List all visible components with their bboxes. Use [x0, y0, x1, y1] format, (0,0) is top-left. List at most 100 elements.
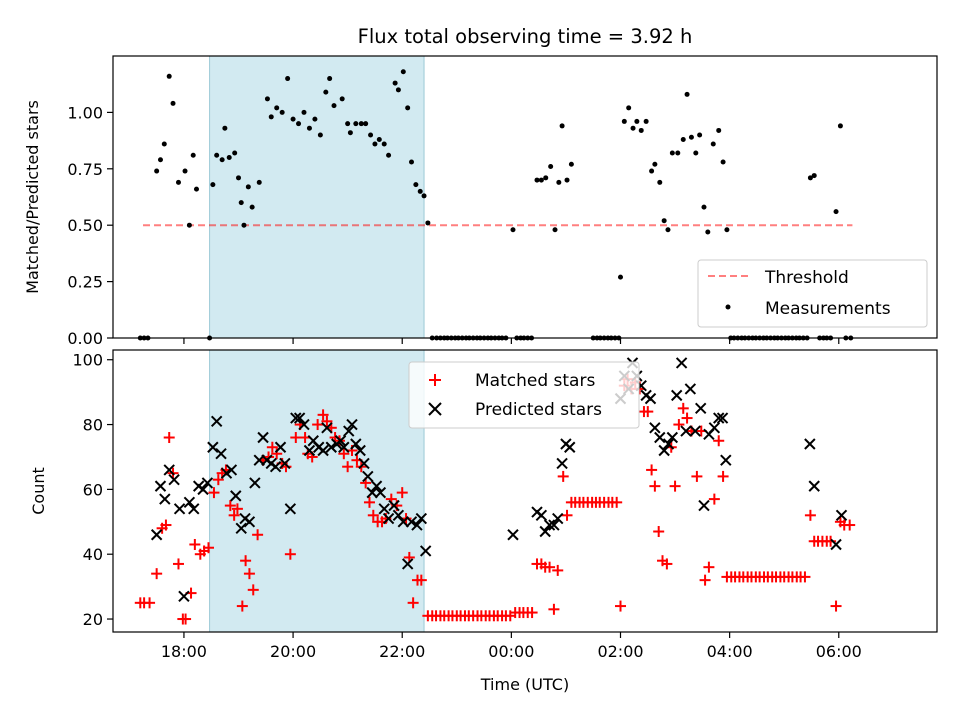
measurement-point: [568, 161, 574, 167]
measurement-point: [811, 173, 817, 179]
measurement-point: [534, 177, 540, 183]
matched-point: [160, 519, 172, 531]
measurement-point: [339, 96, 345, 102]
measurement-point: [274, 105, 280, 111]
measurement-point: [238, 200, 244, 206]
predicted-point: [564, 441, 576, 453]
measurement-point: [669, 150, 675, 156]
measurement-point: [559, 123, 565, 129]
predicted-point: [388, 499, 400, 512]
matched-point: [317, 409, 329, 421]
matched-point: [212, 474, 224, 486]
measurement-point: [345, 121, 351, 127]
predicted-point: [397, 516, 410, 528]
measurement-point: [154, 168, 160, 174]
predicted-point: [415, 512, 428, 525]
measurement-point: [720, 159, 726, 165]
top-chart-title: Flux total observing time = 3.92 h: [358, 25, 693, 48]
measurement-point: [405, 105, 411, 111]
predicted-point: [235, 522, 247, 534]
predicted-point: [830, 538, 842, 551]
measurement-point: [643, 118, 649, 124]
predicted-point: [168, 473, 180, 486]
predicted-point: [334, 435, 347, 447]
predicted-point: [358, 457, 370, 470]
measurement-point: [368, 132, 374, 138]
measurement-point: [249, 204, 255, 210]
predicted-point: [210, 415, 223, 428]
measurement-point: [543, 175, 549, 181]
predicted-point: [370, 480, 383, 492]
measurement-point: [807, 175, 813, 181]
matched-point: [703, 561, 715, 573]
matched-point: [646, 464, 658, 476]
measurement-point: [175, 179, 181, 185]
predicted-point: [649, 422, 661, 434]
measurement-point: [161, 141, 167, 147]
predicted-point: [230, 490, 242, 502]
predicted-point: [804, 438, 816, 450]
measurement-point: [395, 87, 401, 93]
measurement-point: [556, 179, 562, 185]
measurements-legend-label: Measurements: [765, 299, 891, 319]
predicted-point: [689, 425, 701, 437]
ratio-ytick-label: 1.00: [67, 103, 103, 122]
measurement-point: [323, 89, 329, 95]
measurement-point: [417, 188, 423, 194]
matched-point: [266, 441, 278, 453]
matched-point: [342, 461, 354, 473]
measurement-point: [157, 157, 163, 163]
matched-point: [642, 406, 654, 418]
predicted-point: [392, 509, 405, 522]
measurement-point: [256, 179, 262, 185]
predicted-point: [201, 477, 214, 489]
predicted-point: [243, 516, 256, 528]
predicted-point: [695, 402, 707, 415]
measurement-point: [630, 125, 636, 131]
bottom-x-axis-label: Time (UTC): [480, 675, 569, 694]
measurement-point: [710, 141, 716, 147]
count-ytick-label: 80: [83, 416, 103, 435]
measurement-point: [564, 177, 570, 183]
count-plot-frame: [112, 349, 938, 633]
measurement-point: [716, 127, 722, 133]
matched-point: [180, 613, 192, 625]
matched-point: [363, 496, 375, 508]
matched-point: [552, 564, 564, 576]
count-xtick-label: 04:00: [707, 642, 753, 661]
measurement-point: [170, 100, 176, 106]
predicted-legend-label: Predicted stars: [475, 400, 602, 420]
matched-point: [804, 509, 816, 521]
matched-point: [236, 600, 248, 612]
matched-point: [252, 529, 264, 541]
measurement-point: [684, 91, 690, 97]
measurement-point: [400, 69, 406, 75]
predicted-point: [279, 457, 291, 470]
predicted-point: [346, 418, 358, 431]
measurement-point: [222, 125, 228, 131]
measurement-point: [347, 130, 353, 136]
measurement-point: [675, 150, 681, 156]
matched-point: [208, 487, 220, 499]
matched-point: [717, 470, 729, 482]
predicted-point: [173, 503, 186, 515]
matched-point: [611, 496, 623, 508]
measurement-point: [617, 274, 623, 280]
count-xtick-label: 20:00: [270, 642, 316, 661]
predicted-point: [154, 480, 167, 492]
predicted-point: [274, 441, 287, 453]
measurement-point: [408, 159, 414, 165]
ratio-ytick-label: 0.75: [67, 160, 103, 179]
matched-point: [144, 597, 156, 609]
top-legend-box: [697, 259, 928, 328]
count-ytick-label: 100: [72, 351, 103, 370]
measurement-point: [290, 116, 296, 122]
measurement-point: [621, 118, 627, 124]
threshold-legend-label: Threshold: [764, 268, 849, 288]
ratio-ytick-label: 0.50: [67, 216, 103, 235]
predicted-point: [401, 558, 414, 570]
measurement-point: [166, 73, 172, 79]
predicted-point: [163, 464, 175, 476]
measurement-point: [693, 150, 699, 156]
matched-point: [699, 574, 711, 586]
